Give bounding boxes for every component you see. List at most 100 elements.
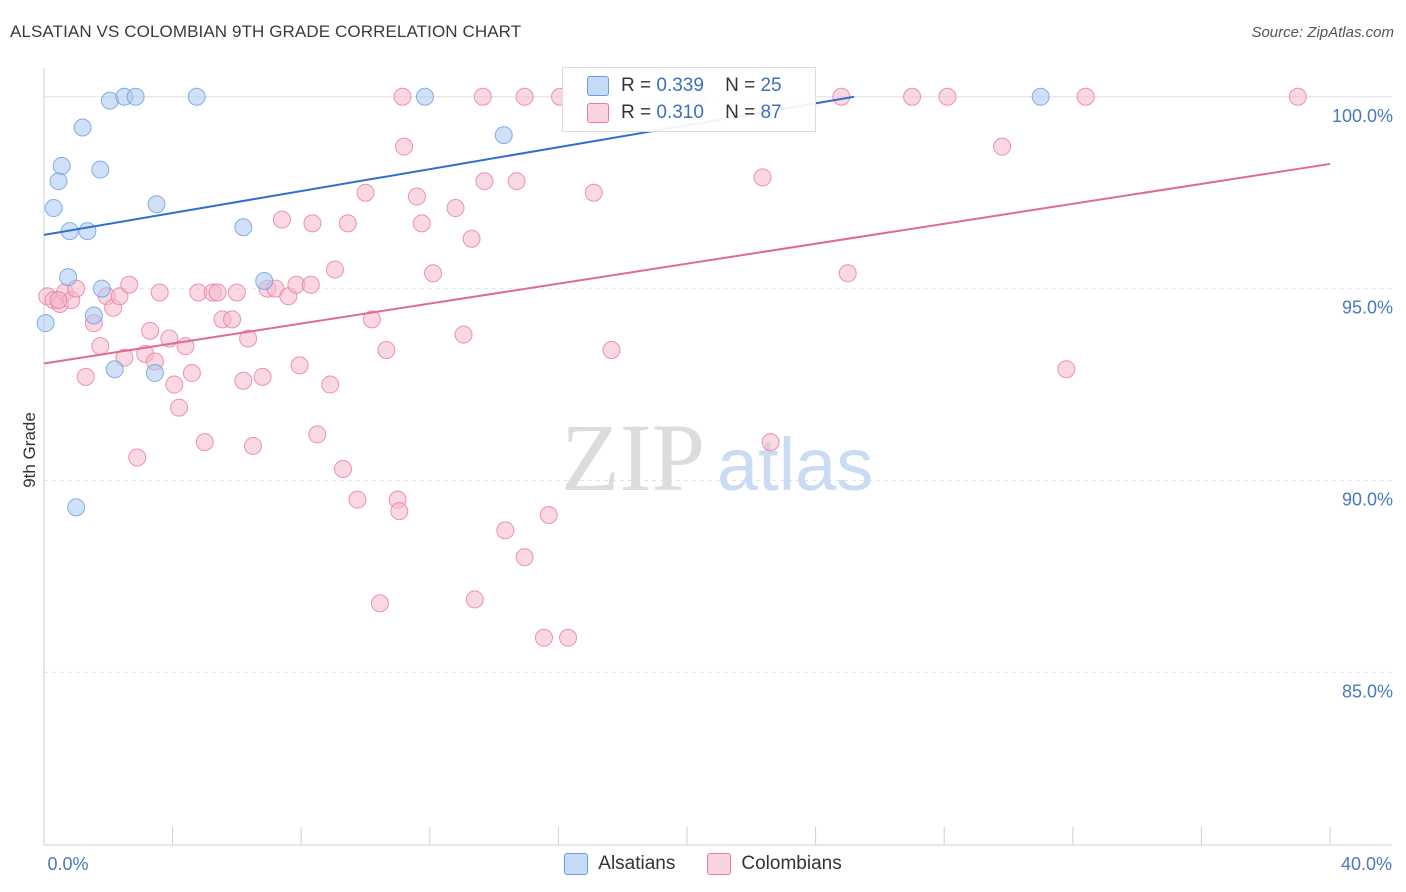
axes — [43, 68, 1392, 846]
colombian-point — [377, 341, 396, 360]
colombian-point — [115, 348, 134, 367]
legend-swatch-alsatians — [587, 76, 609, 96]
legend-n-label: N = — [725, 102, 756, 123]
alsatian-point — [145, 364, 164, 383]
colombian-point — [602, 341, 621, 360]
colombian-point — [303, 214, 322, 233]
colombian-point — [539, 506, 558, 525]
correlation-legend: R = 0.339 N = 25 R = 0.310 N = 87 — [562, 67, 816, 132]
legend-r-label: R = — [621, 75, 652, 96]
colombian-point — [356, 183, 375, 202]
legend-n-value: 87 — [760, 102, 782, 123]
colombian-point — [141, 321, 160, 340]
series-legend-colombians: Colombians — [707, 853, 842, 875]
colombian-point — [348, 490, 367, 509]
colombian-point — [993, 137, 1012, 156]
colombian-point — [496, 521, 515, 540]
colombian-point — [239, 329, 258, 348]
colombian-point — [832, 87, 851, 106]
colombian-point — [362, 310, 381, 329]
alsatian-point — [52, 156, 71, 175]
legend-row-alsatians: R = 0.339 N = 25 — [587, 74, 782, 98]
colombian-point — [301, 275, 320, 294]
colombian-point — [170, 398, 189, 417]
alsatian-point — [84, 306, 103, 325]
watermark-atlas: atlas — [717, 423, 873, 506]
colombian-point — [128, 448, 147, 467]
series-legend: Alsatians Colombians — [0, 851, 1406, 877]
alsatian-point — [91, 160, 110, 179]
colombian-point — [49, 291, 68, 310]
colombian-point — [370, 594, 389, 613]
colombian-point — [475, 172, 494, 191]
colombian-point — [195, 433, 214, 452]
alsatian-point — [73, 118, 92, 137]
colombian-point — [120, 275, 139, 294]
colombian-point — [234, 371, 253, 390]
colombian-point — [223, 310, 242, 329]
colombian-point — [333, 459, 352, 478]
legend-r-label: R = — [621, 102, 652, 123]
colombian-point — [584, 183, 603, 202]
colombian-point — [753, 168, 772, 187]
colombian-point — [395, 137, 414, 156]
tick-labels: 85.0% 90.0% 95.0% 100.0% 0.0% 40.0% — [47, 106, 1393, 874]
colombian-point — [321, 375, 340, 394]
alsatian-point — [494, 126, 513, 145]
colombian-point — [1057, 360, 1076, 379]
colombian-point — [462, 229, 481, 248]
alsatian-point — [1031, 87, 1050, 106]
legend-swatch-colombians — [587, 103, 609, 123]
colombians-trend-line — [43, 162, 1331, 365]
colombian-point — [338, 214, 357, 233]
colombian-point — [227, 283, 246, 302]
colombians-label: Colombians — [741, 853, 842, 874]
alsatian-point — [49, 172, 68, 191]
x-tick-label: 40.0% — [1341, 854, 1392, 874]
colombian-point — [150, 283, 169, 302]
y-tick-label: 100.0% — [1332, 106, 1393, 126]
series-legend-alsatians: Alsatians — [564, 853, 675, 875]
colombian-point — [165, 375, 184, 394]
legend-n-value: 25 — [760, 75, 782, 96]
colombians-points — [38, 87, 1307, 647]
alsatian-point — [105, 360, 124, 379]
chart-title: ALSATIAN VS COLOMBIAN 9TH GRADE CORRELAT… — [10, 22, 522, 41]
colombian-point — [465, 590, 484, 609]
legend-n-label: N = — [725, 75, 756, 96]
colombian-point — [515, 87, 534, 106]
alsatian-point — [234, 218, 253, 237]
y-tick-label: 85.0% — [1342, 681, 1393, 701]
colombian-point — [243, 436, 262, 455]
alsatian-point — [187, 87, 206, 106]
y-axis-title: 9th Grade — [20, 412, 39, 488]
colombian-point — [1288, 87, 1307, 106]
alsatian-point — [147, 195, 166, 214]
alsatian-point — [78, 222, 97, 241]
colombian-point — [76, 367, 95, 386]
colombian-point — [507, 172, 526, 191]
colombian-point — [838, 264, 857, 283]
alsatian-point — [44, 199, 63, 218]
alsatian-point — [255, 271, 274, 290]
colombian-point — [390, 502, 409, 521]
colombian-point — [559, 628, 578, 647]
colombian-point — [903, 87, 922, 106]
colombian-point — [272, 210, 291, 229]
watermark-zip: ZIP — [561, 404, 705, 511]
legend-r-value: 0.339 — [656, 75, 704, 96]
colombian-point — [182, 364, 201, 383]
x-tick-label: 0.0% — [47, 854, 88, 874]
colombian-point — [393, 87, 412, 106]
alsatian-point — [415, 87, 434, 106]
colombian-point — [407, 187, 426, 206]
alsatians-points — [36, 87, 1050, 517]
colombian-point — [110, 287, 129, 306]
legend-row-colombians: R = 0.310 N = 87 — [587, 101, 782, 125]
colombian-point — [761, 433, 780, 452]
colombian-point — [938, 87, 957, 106]
alsatian-point — [126, 87, 145, 106]
alsatian-point — [36, 314, 55, 333]
colombian-point — [325, 260, 344, 279]
